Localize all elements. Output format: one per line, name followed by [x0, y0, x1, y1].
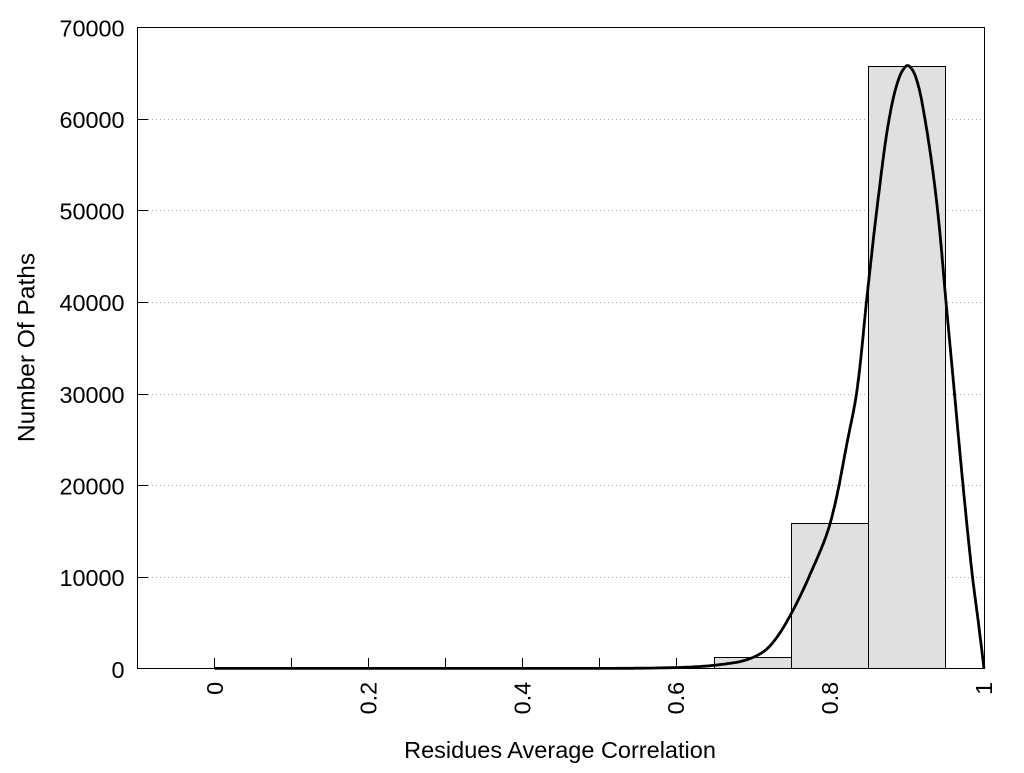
- svg-text:Number Of Paths: Number Of Paths: [14, 253, 41, 442]
- svg-text:0.6: 0.6: [663, 682, 689, 715]
- svg-text:0.4: 0.4: [509, 682, 535, 715]
- svg-text:0.2: 0.2: [356, 682, 382, 715]
- svg-text:0: 0: [111, 657, 124, 683]
- svg-text:Residues Average Correlation: Residues Average Correlation: [404, 737, 716, 763]
- svg-text:20000: 20000: [59, 474, 124, 500]
- svg-text:1: 1: [971, 682, 997, 695]
- svg-text:30000: 30000: [59, 382, 124, 408]
- svg-text:0: 0: [202, 682, 228, 695]
- svg-text:40000: 40000: [59, 290, 124, 316]
- svg-text:60000: 60000: [59, 107, 124, 133]
- svg-text:70000: 70000: [59, 15, 124, 41]
- svg-text:0.8: 0.8: [817, 682, 843, 715]
- svg-text:50000: 50000: [59, 199, 124, 225]
- svg-text:10000: 10000: [59, 565, 124, 591]
